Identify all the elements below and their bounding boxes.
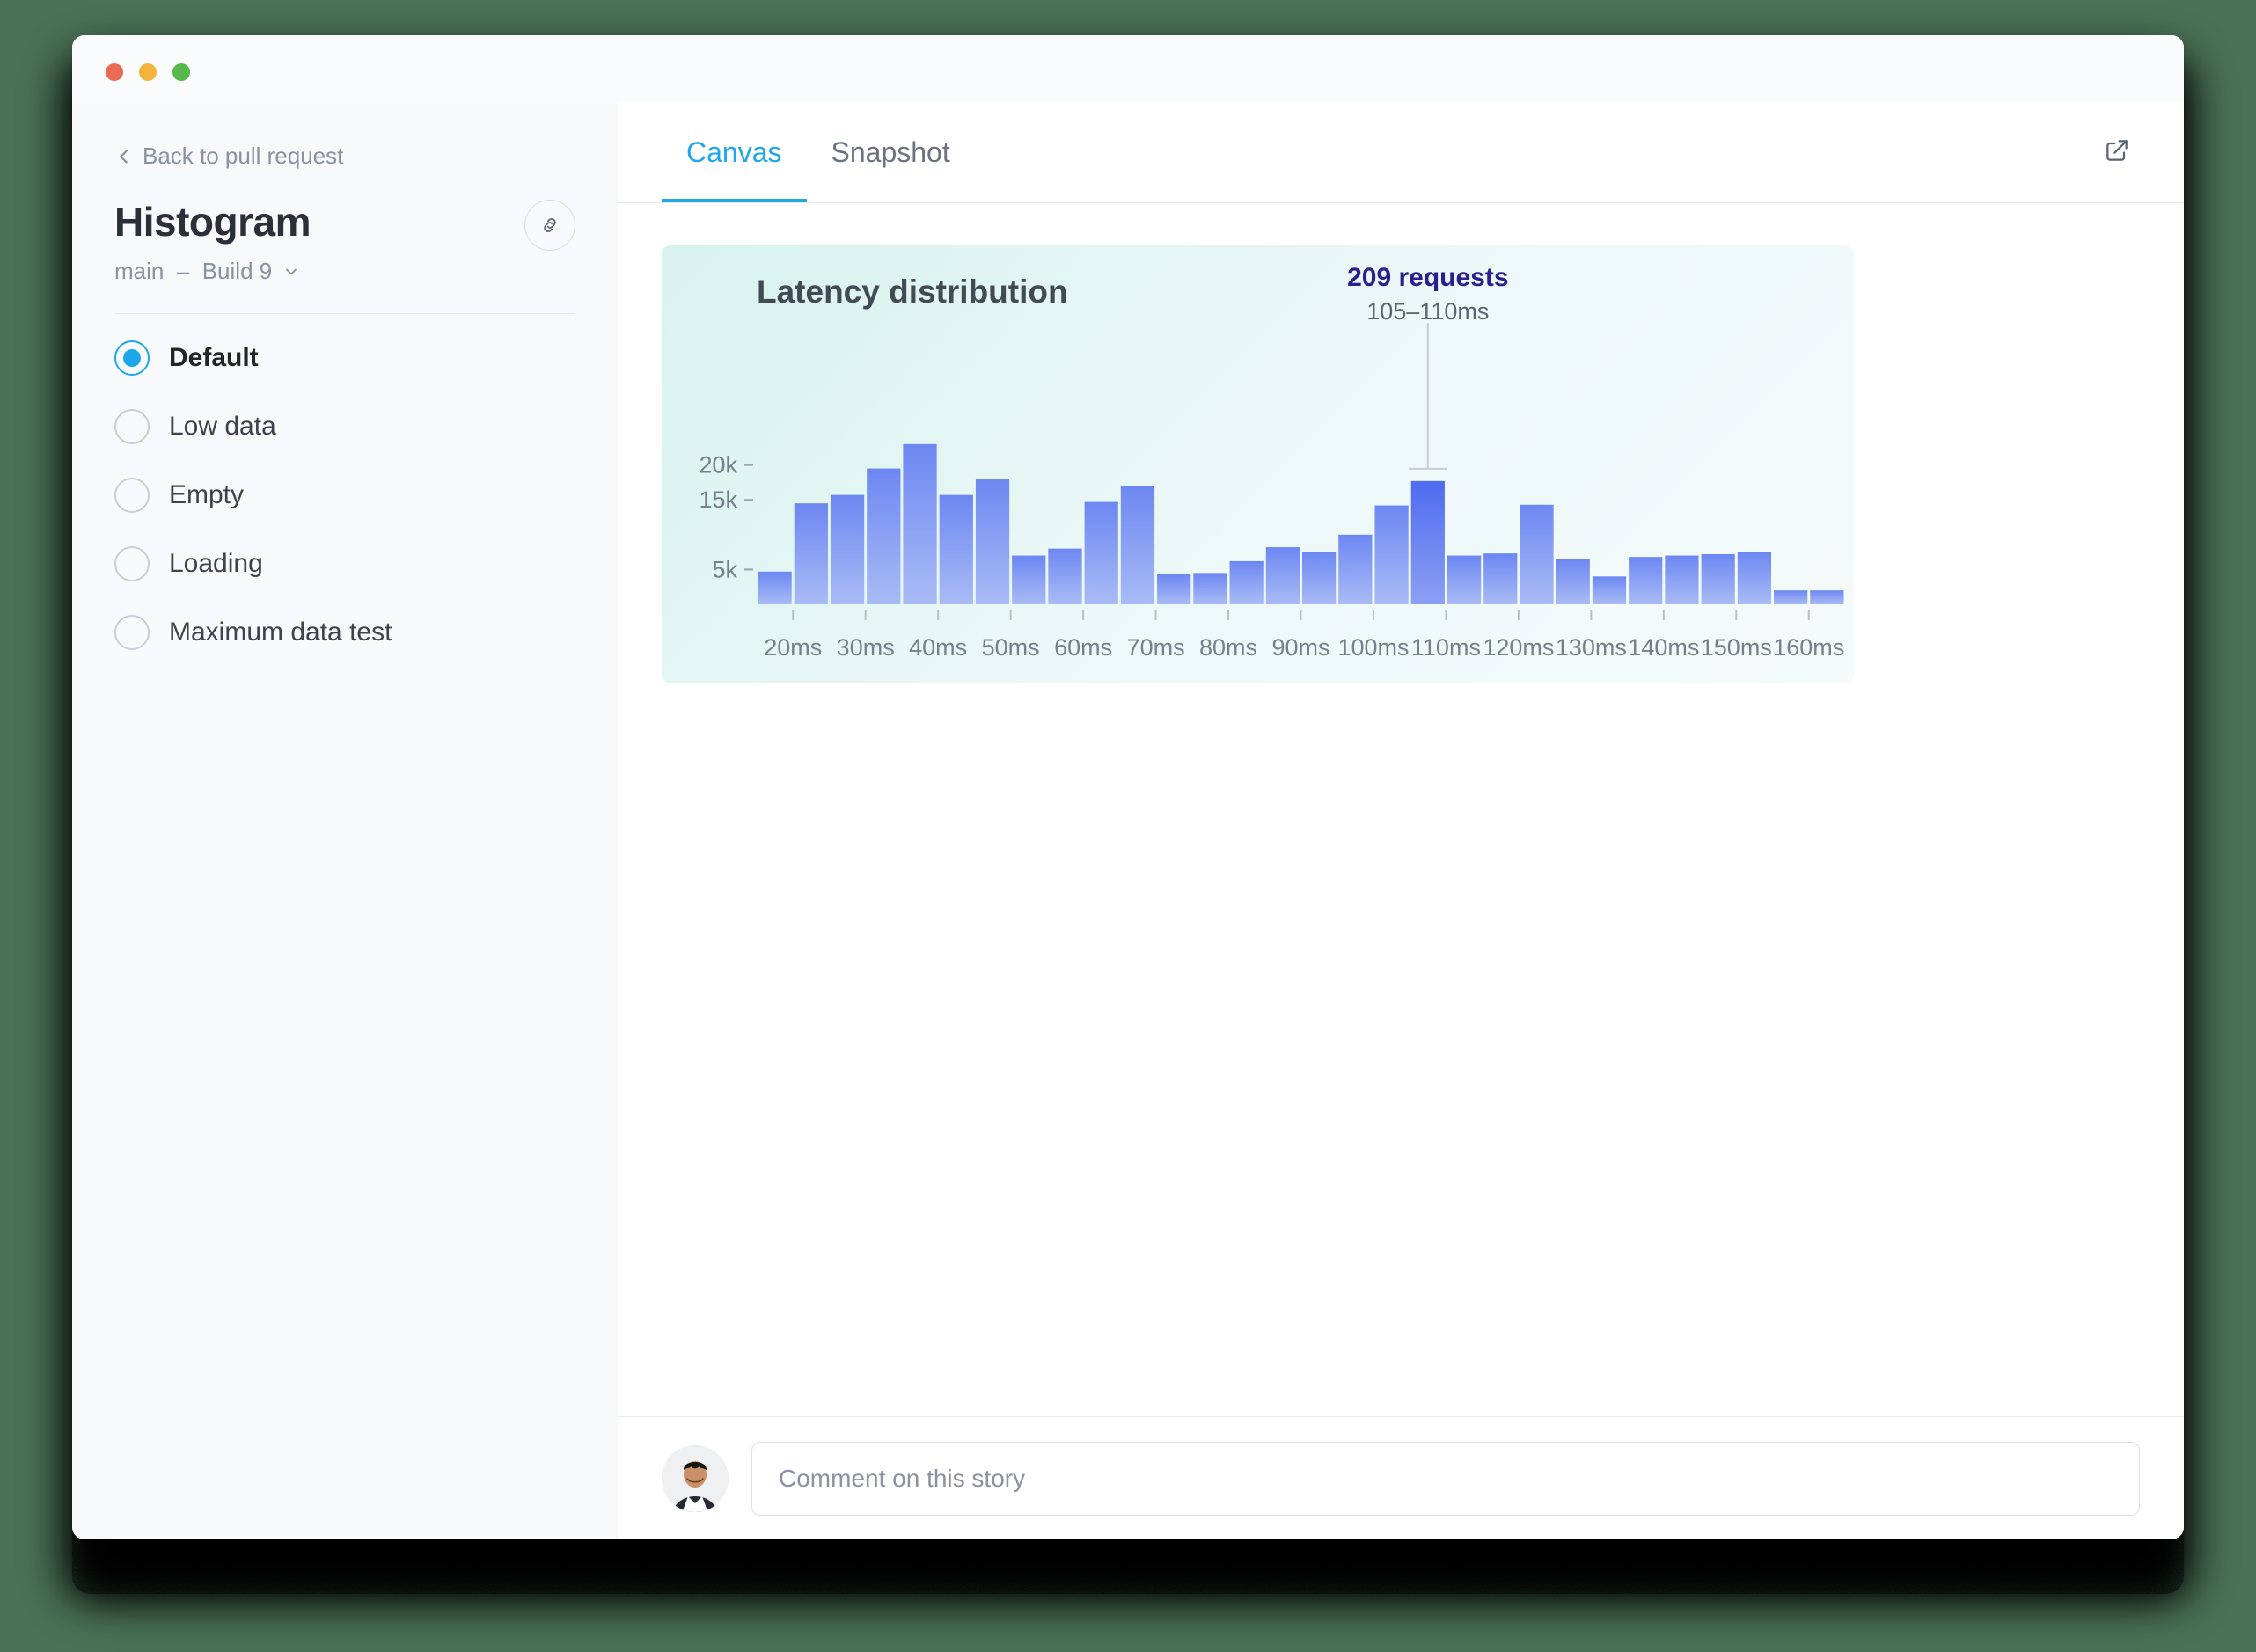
svg-text:160ms: 160ms xyxy=(1773,634,1844,661)
svg-text:5k: 5k xyxy=(712,556,737,582)
svg-text:80ms: 80ms xyxy=(1199,634,1257,661)
svg-text:140ms: 140ms xyxy=(1628,634,1699,661)
svg-text:209 requests: 209 requests xyxy=(1347,263,1508,292)
svg-text:30ms: 30ms xyxy=(837,634,895,661)
svg-text:90ms: 90ms xyxy=(1271,634,1329,661)
svg-text:105–110ms: 105–110ms xyxy=(1366,298,1489,325)
svg-text:130ms: 130ms xyxy=(1556,634,1627,661)
svg-text:100ms: 100ms xyxy=(1337,634,1409,661)
svg-text:150ms: 150ms xyxy=(1701,634,1772,661)
svg-text:40ms: 40ms xyxy=(909,634,967,661)
svg-text:120ms: 120ms xyxy=(1483,634,1554,661)
svg-text:50ms: 50ms xyxy=(982,634,1040,661)
svg-text:60ms: 60ms xyxy=(1054,634,1112,661)
svg-text:20ms: 20ms xyxy=(764,634,822,661)
svg-text:110ms: 110ms xyxy=(1411,634,1481,661)
svg-text:15k: 15k xyxy=(699,486,737,513)
svg-text:70ms: 70ms xyxy=(1127,634,1185,661)
svg-text:20k: 20k xyxy=(699,452,737,479)
svg-text:Latency distribution: Latency distribution xyxy=(757,274,1068,310)
